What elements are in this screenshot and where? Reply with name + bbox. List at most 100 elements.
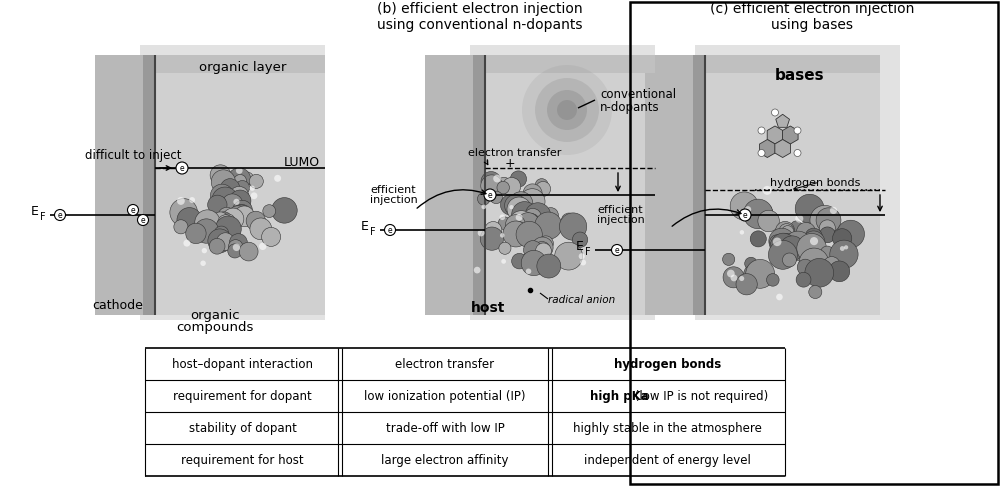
- Circle shape: [612, 244, 622, 256]
- Circle shape: [493, 174, 501, 182]
- Circle shape: [795, 215, 803, 223]
- Circle shape: [743, 199, 773, 229]
- Circle shape: [509, 191, 533, 215]
- Circle shape: [819, 220, 835, 236]
- Circle shape: [781, 226, 794, 238]
- Bar: [695, 45, 900, 320]
- Text: difficult to inject: difficult to inject: [85, 149, 182, 161]
- Circle shape: [794, 127, 801, 134]
- Circle shape: [209, 238, 225, 254]
- Circle shape: [384, 225, 396, 236]
- Text: e: e: [131, 206, 135, 214]
- Circle shape: [830, 207, 837, 214]
- Circle shape: [795, 194, 824, 223]
- Circle shape: [723, 253, 735, 265]
- Circle shape: [497, 181, 509, 194]
- Circle shape: [767, 274, 779, 286]
- Circle shape: [498, 217, 511, 230]
- Circle shape: [723, 267, 744, 288]
- Bar: [140, 45, 325, 320]
- Circle shape: [222, 208, 244, 230]
- Text: bases: bases: [775, 68, 825, 83]
- Circle shape: [794, 150, 801, 156]
- Circle shape: [246, 211, 266, 231]
- Circle shape: [739, 209, 751, 221]
- Circle shape: [222, 214, 235, 227]
- Text: F: F: [370, 227, 376, 237]
- Text: trade-off with low IP: trade-off with low IP: [386, 421, 504, 434]
- Circle shape: [250, 218, 272, 240]
- Circle shape: [535, 179, 548, 191]
- Circle shape: [739, 276, 744, 281]
- Bar: [705, 55, 880, 315]
- Bar: [95, 55, 143, 315]
- Circle shape: [474, 267, 481, 274]
- Circle shape: [758, 210, 779, 232]
- Circle shape: [727, 270, 735, 278]
- Circle shape: [228, 240, 243, 254]
- Circle shape: [54, 209, 66, 221]
- Circle shape: [772, 109, 778, 116]
- Circle shape: [250, 186, 255, 191]
- Circle shape: [501, 259, 506, 264]
- Text: efficient: efficient: [597, 205, 643, 215]
- Circle shape: [823, 257, 840, 274]
- Circle shape: [844, 245, 848, 249]
- Text: radical anion: radical anion: [548, 295, 615, 305]
- Text: (b) efficient electron injection
using conventional n-dopants: (b) efficient electron injection using c…: [377, 2, 583, 32]
- Circle shape: [251, 192, 257, 199]
- Circle shape: [758, 127, 765, 134]
- Text: requirement for host: requirement for host: [181, 453, 304, 467]
- Text: injection: injection: [370, 195, 418, 205]
- Circle shape: [799, 248, 829, 278]
- Circle shape: [512, 253, 527, 269]
- Circle shape: [797, 233, 826, 263]
- Circle shape: [233, 199, 240, 205]
- Circle shape: [210, 165, 231, 186]
- Text: E: E: [576, 240, 584, 253]
- Circle shape: [522, 65, 612, 155]
- Circle shape: [830, 240, 858, 268]
- Circle shape: [186, 223, 206, 243]
- Circle shape: [481, 205, 486, 209]
- Circle shape: [211, 170, 235, 194]
- Text: +: +: [505, 156, 515, 170]
- Circle shape: [559, 213, 587, 240]
- Circle shape: [731, 275, 737, 281]
- Text: conventional: conventional: [600, 88, 676, 102]
- Text: host–dopant interaction: host–dopant interaction: [172, 358, 313, 370]
- Circle shape: [538, 236, 553, 251]
- Text: electron transfer: electron transfer: [395, 358, 495, 370]
- Circle shape: [497, 177, 511, 191]
- Circle shape: [523, 184, 542, 203]
- Circle shape: [784, 238, 800, 254]
- Circle shape: [809, 285, 822, 298]
- Circle shape: [222, 194, 243, 215]
- Circle shape: [829, 261, 850, 282]
- Circle shape: [746, 260, 775, 288]
- Circle shape: [508, 211, 534, 237]
- Circle shape: [189, 197, 195, 203]
- Circle shape: [535, 212, 562, 239]
- Text: large electron affinity: large electron affinity: [381, 453, 509, 467]
- Text: (c) efficient electron injection
using bases: (c) efficient electron injection using b…: [710, 2, 914, 32]
- Circle shape: [806, 249, 818, 261]
- Circle shape: [820, 227, 835, 243]
- Circle shape: [232, 205, 251, 224]
- Circle shape: [194, 219, 219, 243]
- Text: e: e: [180, 163, 184, 173]
- Circle shape: [763, 186, 772, 195]
- Circle shape: [805, 228, 822, 245]
- Bar: [155, 55, 325, 315]
- Circle shape: [176, 162, 188, 174]
- Circle shape: [810, 237, 818, 245]
- Circle shape: [820, 246, 834, 260]
- Circle shape: [195, 210, 220, 235]
- Circle shape: [774, 234, 798, 258]
- Text: E: E: [361, 220, 369, 232]
- Circle shape: [516, 221, 542, 247]
- Bar: [155, 55, 325, 73]
- Polygon shape: [783, 126, 798, 144]
- Circle shape: [837, 220, 864, 248]
- Circle shape: [177, 197, 185, 205]
